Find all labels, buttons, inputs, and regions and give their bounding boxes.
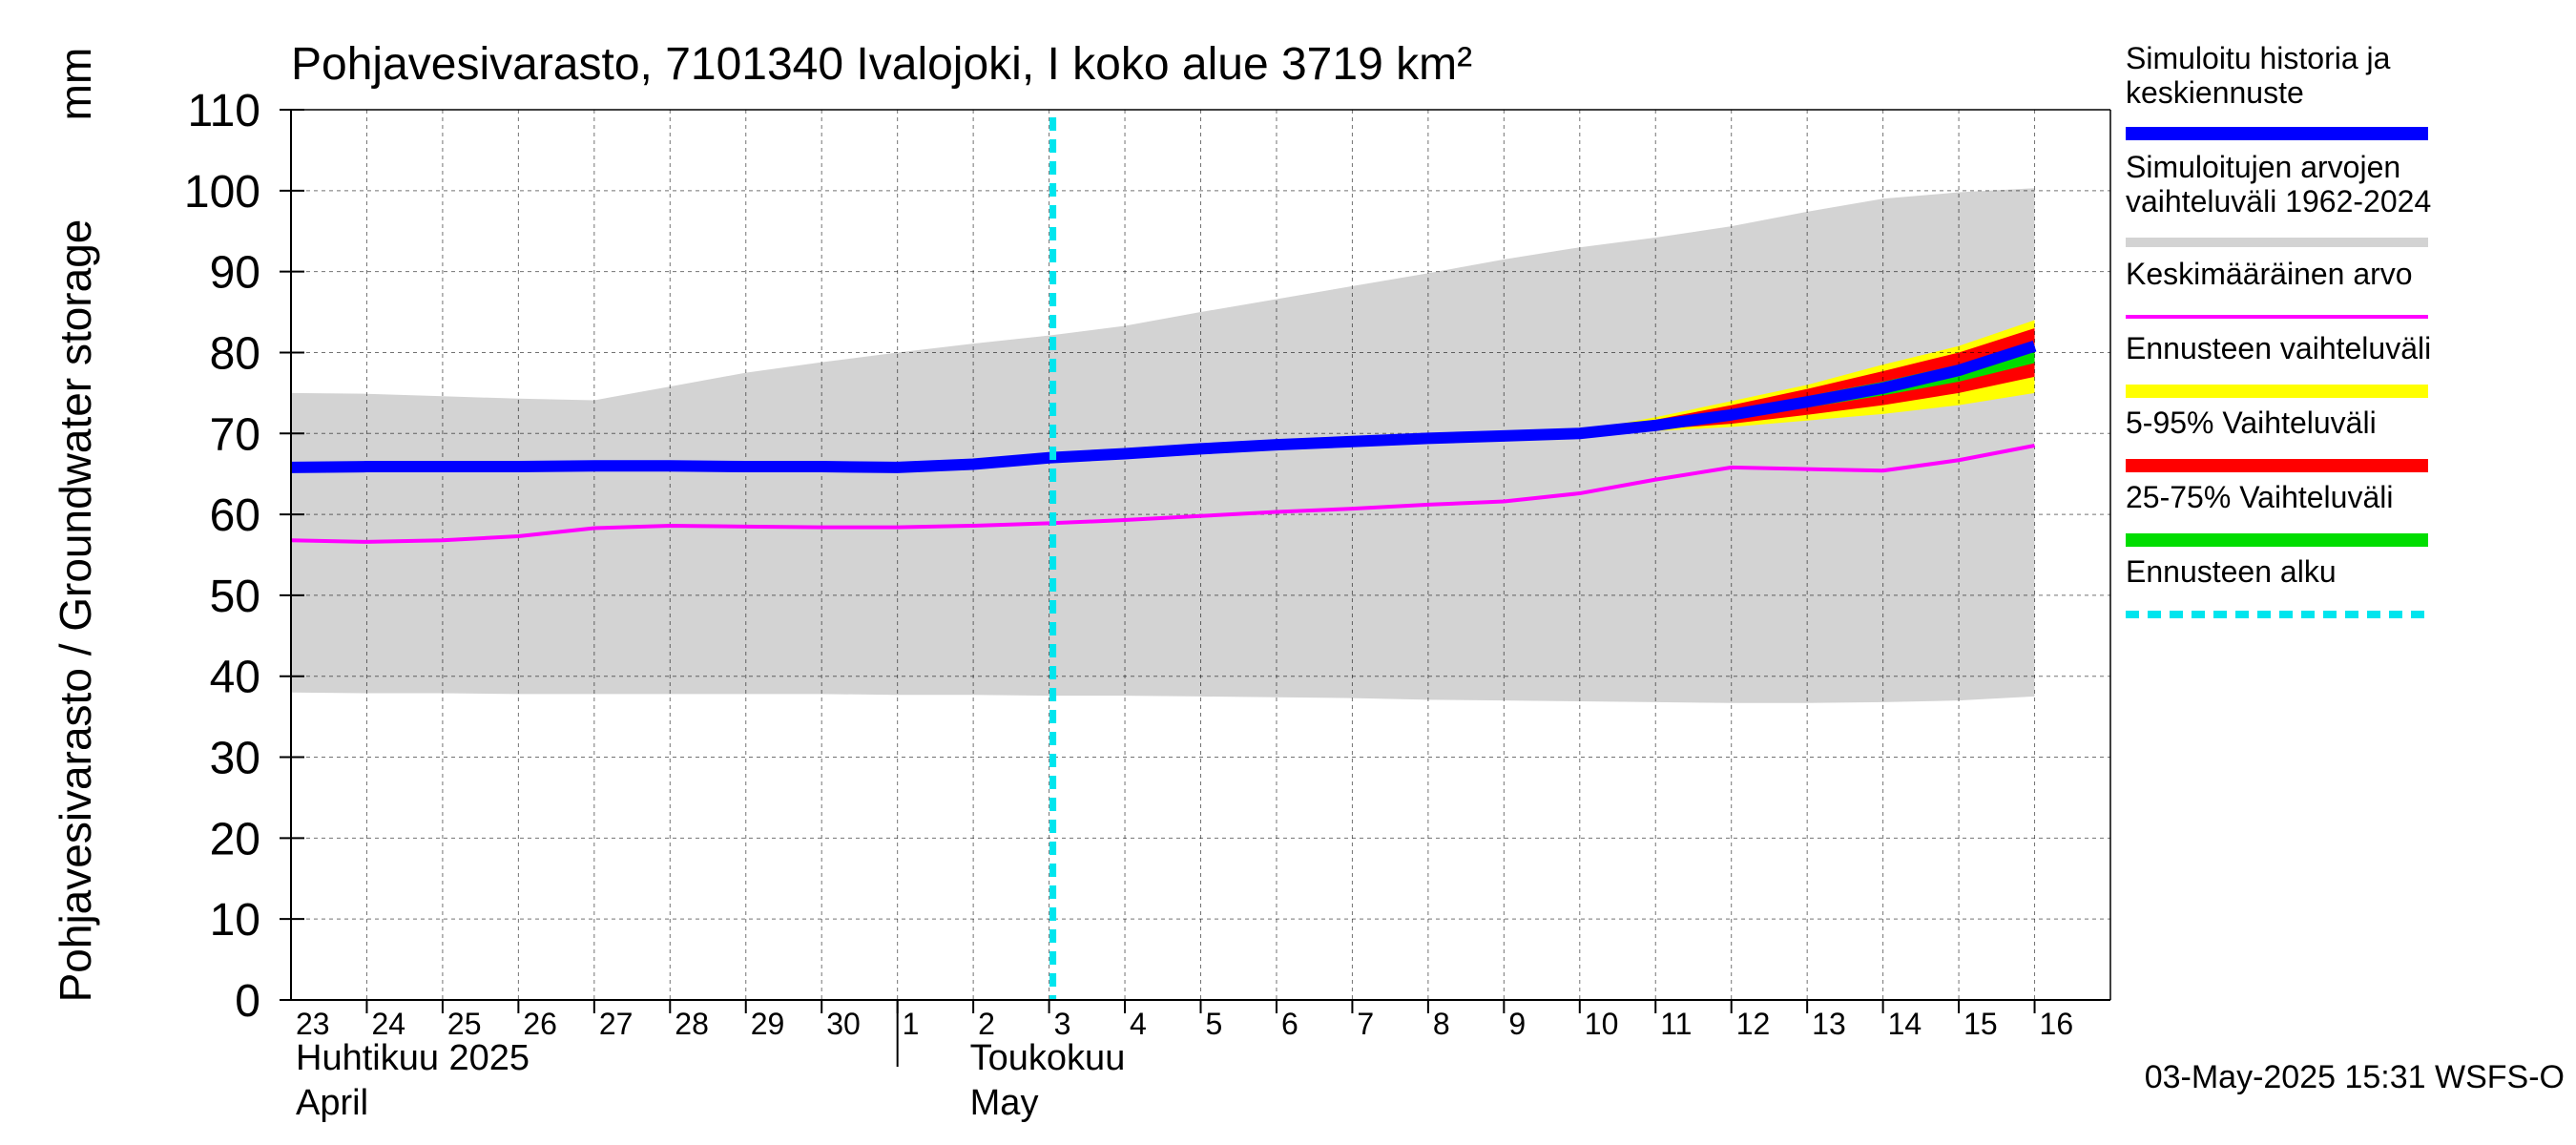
x-tick-label-29: 29 (751, 1007, 785, 1041)
x-tick-label-23: 23 (296, 1007, 330, 1041)
x-tick-label-16: 16 (2040, 1007, 2074, 1041)
legend-label-ennusteen-vaihteluv-li: Ennusteen vaihteluväli (2126, 331, 2431, 365)
x-tick-label-27: 27 (599, 1007, 634, 1041)
x-tick-label-26: 26 (523, 1007, 557, 1041)
series-simuloitu-historia-ja-keskiennuste (290, 340, 2037, 473)
x-tick-label-4: 4 (1130, 1007, 1147, 1041)
x-tick-label-2: 2 (978, 1007, 995, 1041)
x-tick-label-14: 14 (1888, 1007, 1922, 1041)
x-tick-label-15: 15 (1963, 1007, 1998, 1041)
month-label-fi-0: Huhtikuu 2025 (296, 1038, 530, 1078)
chart-title: Pohjavesivarasto, 7101340 Ivalojoki, I k… (291, 39, 1472, 90)
y-tick-label-60: 60 (210, 490, 260, 541)
y-tick-label-110: 110 (187, 86, 260, 136)
series-keskim-r-inen-arvo (290, 444, 2035, 544)
month-label-fi-1: Toukokuu (970, 1038, 1126, 1078)
x-tick-label-11: 11 (1660, 1007, 1692, 1041)
x-tick-label-10: 10 (1585, 1007, 1619, 1041)
legend-label-5-95-vaihteluv-li: 5-95% Vaihteluväli (2126, 406, 2377, 440)
x-tick-label-24: 24 (371, 1007, 405, 1041)
y-tick-label-0: 0 (235, 976, 260, 1027)
y-tick-label-20: 20 (210, 814, 260, 864)
y-tick-label-10: 10 (210, 895, 260, 946)
y-tick-label-30: 30 (210, 734, 260, 784)
x-tick-label-25: 25 (447, 1007, 482, 1041)
legend-label-25-75-vaihteluv-li: 25-75% Vaihteluväli (2126, 480, 2393, 514)
legend-label-keskim-r-inen-arvo: Keskimääräinen arvo (2126, 257, 2413, 291)
y-axis-label: Pohjavesivarasto / Groundwater storage (51, 219, 100, 1003)
y-tick-label-80: 80 (210, 328, 260, 379)
x-tick-label-8: 8 (1433, 1007, 1450, 1041)
legend-label-ennusteen-alku: Ennusteen alku (2126, 554, 2337, 589)
legend-label-simuloitujen-arvojen-vaihteluv-li-1962-2024: Simuloitujen arvojen vaihteluväli 1962-20… (2126, 150, 2431, 219)
timestamp: 03-May-2025 15:31 WSFS-O (2145, 1059, 2565, 1095)
x-tick-label-6: 6 (1281, 1007, 1298, 1041)
x-tick-label-12: 12 (1736, 1007, 1771, 1041)
legend: Simuloitu historia ja keskiennuste Simuloi… (2126, 41, 2431, 618)
x-tick-label-30: 30 (826, 1007, 861, 1041)
y-tick-label-90: 90 (210, 248, 260, 299)
band-ennusteen-vaihteluv-li (1579, 320, 2035, 434)
y-tick-label-70: 70 (210, 409, 260, 460)
x-tick-label-9: 9 (1508, 1007, 1526, 1041)
y-tick-label-50: 50 (210, 572, 260, 622)
x-tick-label-3: 3 (1054, 1007, 1071, 1041)
grid-layer (291, 110, 2110, 1000)
legend-label-simuloitu-historia-ja-keskiennuste: Simuloitu historia ja keskiennuste (2126, 41, 2391, 110)
x-tick-label-5: 5 (1206, 1007, 1223, 1041)
y-tick-label-40: 40 (210, 653, 260, 703)
month-label-en-0: April (296, 1083, 368, 1123)
month-label-en-1: May (970, 1083, 1039, 1123)
y-axis-unit: mm (51, 48, 100, 121)
y-tick-label-100: 100 (184, 167, 260, 218)
series-layer (290, 117, 2037, 1000)
x-tick-label-1: 1 (903, 1007, 920, 1041)
x-tick-label-13: 13 (1812, 1007, 1846, 1041)
x-tick-label-28: 28 (675, 1007, 709, 1041)
x-tick-label-7: 7 (1357, 1007, 1374, 1041)
